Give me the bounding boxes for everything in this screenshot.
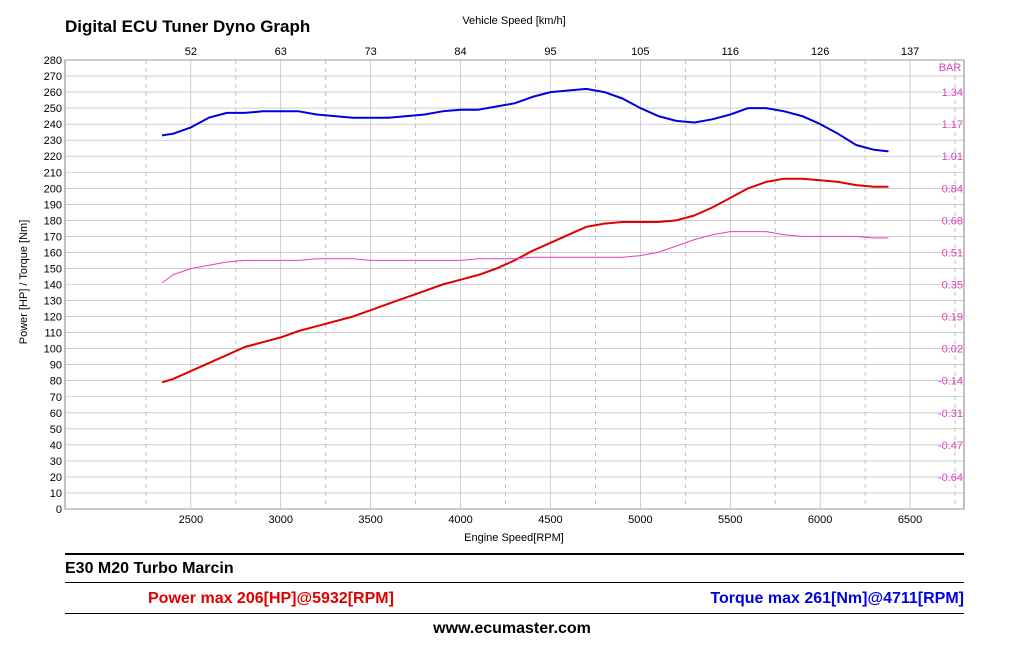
- y-tick-label: 50: [50, 424, 62, 436]
- y-tick-label: 230: [44, 135, 62, 147]
- y-tick-label: 250: [44, 103, 62, 115]
- vehicle-name: E30 M20 Turbo Marcin: [65, 560, 234, 577]
- right-axis-label: BAR: [939, 62, 962, 74]
- grid: [64, 59, 965, 510]
- x-tick-label: 6500: [898, 514, 922, 526]
- axes: 0 10 20 30 40 50 60 70 80 90 100 110 120 130 140 150 160…: [44, 46, 963, 526]
- top-tick-label: 126: [811, 46, 829, 58]
- y-tick-label: 270: [44, 71, 62, 83]
- y-tick-label: 240: [44, 119, 62, 131]
- y-tick-label: 90: [50, 360, 62, 372]
- top-tick-label: 52: [185, 46, 197, 58]
- dyno-chart: 0 10 20 30 40 50 60 70 80 90 100 110 120 130 140 150 160…: [18, 15, 965, 544]
- right-tick-label: -0.31: [938, 408, 963, 420]
- y-tick-label: 120: [44, 312, 62, 324]
- y-tick-label: 160: [44, 247, 62, 259]
- y-tick-label: 210: [44, 167, 62, 179]
- y-tick-label: 180: [44, 215, 62, 227]
- top-tick-label: 63: [275, 46, 287, 58]
- y-tick-label: 60: [50, 408, 62, 420]
- y-axis-label: Power [HP] / Torque [Nm]: [18, 220, 30, 345]
- right-tick-label: -0.47: [938, 440, 963, 452]
- series: [161, 87, 889, 384]
- y-tick-label: 80: [50, 376, 62, 388]
- top-axis-label: Vehicle Speed [km/h]: [462, 15, 565, 27]
- y-tick-label: 140: [44, 280, 62, 292]
- y-tick-label: 130: [44, 296, 62, 308]
- right-tick-label: 0.68: [942, 215, 963, 227]
- y-tick-label: 40: [50, 440, 62, 452]
- right-tick-label: -0.14: [938, 376, 963, 388]
- right-tick-label: 0.02: [942, 344, 963, 356]
- top-tick-label: 73: [365, 46, 377, 58]
- y-tick-label: 260: [44, 87, 62, 99]
- y-tick-label: 0: [56, 504, 62, 516]
- torque-curve: [161, 87, 889, 153]
- top-tick-label: 105: [631, 46, 649, 58]
- y-tick-label: 200: [44, 183, 62, 195]
- top-tick-label: 116: [721, 46, 739, 58]
- x-tick-label: 4500: [538, 514, 562, 526]
- y-tick-label: 100: [44, 344, 62, 356]
- right-tick-label: 1.01: [942, 151, 963, 163]
- y-tick-label: 110: [44, 328, 62, 340]
- y-tick-label: 220: [44, 151, 62, 163]
- y-tick-label: 10: [50, 488, 62, 500]
- right-tick-label: 0.19: [942, 312, 963, 324]
- top-tick-label: 95: [544, 46, 556, 58]
- y-tick-label: 70: [50, 392, 62, 404]
- chart-title: Digital ECU Tuner Dyno Graph: [65, 17, 311, 36]
- x-tick-label: 5000: [628, 514, 652, 526]
- right-tick-label: -0.64: [938, 472, 963, 484]
- x-tick-label: 3000: [269, 514, 293, 526]
- footer-divider-top: [65, 553, 964, 555]
- torque-max-label: Torque max 261[Nm]@4711[RPM]: [710, 590, 964, 607]
- y-tick-label: 170: [44, 231, 62, 243]
- x-tick-label: 5500: [718, 514, 742, 526]
- x-axis-label: Engine Speed[RPM]: [464, 532, 564, 544]
- y-tick-label: 150: [44, 263, 62, 275]
- power-curve: [161, 177, 889, 384]
- footer-divider-bottom: [65, 613, 964, 614]
- right-tick-label: 0.51: [942, 247, 963, 259]
- website-label: www.ecumaster.com: [433, 620, 591, 637]
- right-tick-label: 0.35: [942, 280, 963, 292]
- x-tick-label: 2500: [179, 514, 203, 526]
- top-tick-label: 84: [454, 46, 466, 58]
- x-tick-label: 4000: [448, 514, 472, 526]
- y-tick-label: 30: [50, 456, 62, 468]
- x-tick-label: 3500: [358, 514, 382, 526]
- power-max-label: Power max 206[HP]@5932[RPM]: [148, 590, 394, 607]
- right-tick-label: 1.17: [942, 119, 963, 131]
- right-tick-label: 1.34: [942, 87, 963, 99]
- boost-curve: [161, 231, 889, 284]
- x-tick-label: 6000: [808, 514, 832, 526]
- y-tick-label: 20: [50, 472, 62, 484]
- right-tick-label: 0.84: [942, 183, 963, 195]
- y-tick-label: 280: [44, 55, 62, 67]
- y-tick-label: 190: [44, 199, 62, 211]
- footer-divider-middle: [65, 582, 964, 583]
- top-tick-label: 137: [901, 46, 919, 58]
